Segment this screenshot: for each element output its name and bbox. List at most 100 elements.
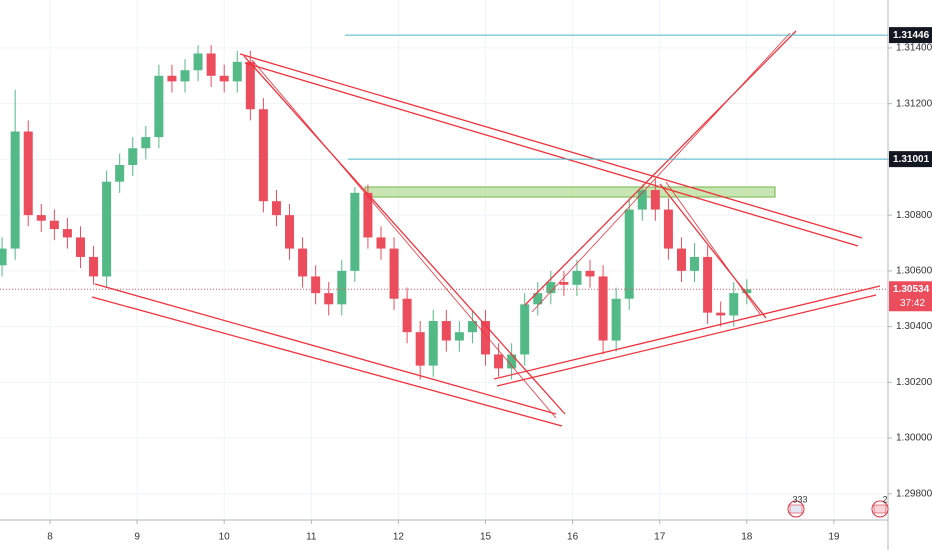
trendline: [496, 294, 877, 387]
x-tick-label: 11: [306, 532, 317, 543]
y-tick-label: 1.30200: [896, 377, 932, 388]
candle-body: [350, 192, 360, 271]
x-tick-label: 9: [134, 532, 140, 543]
candle-body: [115, 164, 125, 182]
trendline: [665, 181, 761, 315]
x-tick-label: 12: [393, 532, 405, 543]
y-tick-label: 1.31400: [896, 43, 932, 54]
level-label: 1.31446: [893, 30, 930, 41]
candle-body: [36, 215, 46, 221]
candle-body: [128, 148, 138, 165]
trendline: [659, 183, 767, 319]
candle-body: [167, 75, 177, 82]
candle-body: [402, 298, 412, 333]
candle-body: [0, 248, 7, 266]
candle-body: [193, 53, 203, 71]
x-tick-label: 16: [567, 532, 579, 543]
x-tick-label: 19: [828, 532, 840, 543]
x-tick-label: 18: [741, 532, 753, 543]
y-tick-label: 1.30400: [896, 321, 932, 332]
candle-body: [180, 70, 190, 82]
candle-body: [311, 276, 321, 294]
candle-body: [89, 256, 99, 277]
zone-box: [364, 186, 776, 198]
x-tick-label: 15: [480, 532, 492, 543]
overlay: [0, 34, 888, 290]
candle-body: [428, 321, 438, 366]
x-tick-label: 17: [654, 532, 666, 543]
countdown: 37:42: [900, 298, 925, 309]
trendline: [531, 32, 791, 313]
event-flag: [789, 504, 803, 514]
candle-body: [389, 248, 399, 299]
trendline: [493, 285, 881, 380]
x-tick-label: 10: [219, 532, 231, 543]
y-tick-label: 1.30600: [896, 266, 932, 277]
candle-body: [729, 293, 739, 316]
candle-body: [363, 192, 373, 238]
candle-body: [415, 332, 425, 366]
candle-body: [703, 256, 713, 313]
y-tick-label: 1.30000: [896, 433, 932, 444]
candle-body: [75, 237, 85, 257]
candle-body: [298, 248, 308, 277]
y-tick-label: 1.30800: [896, 210, 932, 221]
event-count: 333: [792, 494, 807, 504]
y-tick-label: 1.31200: [896, 98, 932, 109]
candle-body: [611, 298, 621, 341]
trendline: [94, 283, 557, 415]
candle-body: [285, 215, 295, 249]
event-count: 2: [882, 494, 887, 504]
candle-body: [23, 131, 33, 216]
candle-body: [454, 332, 464, 341]
last-price-badge: [889, 281, 932, 312]
candle-body: [481, 321, 491, 355]
candle-body: [598, 276, 608, 341]
trendline: [244, 62, 859, 247]
last-price-label: 1.30534: [893, 284, 930, 295]
candle-body: [271, 201, 281, 216]
level-badge: [889, 27, 932, 44]
trendlines: [91, 30, 881, 427]
candle-body: [572, 270, 582, 285]
candle-body: [585, 270, 595, 277]
candle-body: [716, 312, 726, 316]
candle-body: [141, 137, 151, 149]
candle-body: [467, 321, 477, 333]
candle-body: [533, 293, 543, 305]
event-flag: [873, 504, 887, 514]
candle-body: [219, 75, 229, 82]
candle-body: [507, 354, 517, 369]
candle-body: [559, 282, 569, 285]
event-icons: 333 2: [787, 494, 889, 518]
candle-body: [546, 282, 556, 294]
candle-body: [10, 131, 20, 249]
candle-body: [62, 229, 72, 238]
candle-body: [232, 61, 242, 82]
candle-body: [676, 248, 686, 271]
candle-body: [206, 53, 216, 76]
candle-body: [245, 61, 255, 110]
candle-body: [154, 75, 164, 138]
trendline: [239, 53, 863, 239]
trendline: [524, 30, 797, 306]
level-badge: [889, 151, 932, 168]
y-tick-label: 1.29800: [896, 488, 932, 499]
trendline: [251, 59, 557, 419]
level-label: 1.31001: [893, 154, 930, 165]
candle-body: [324, 293, 334, 305]
candle-body: [441, 321, 451, 341]
candle-body: [258, 109, 268, 202]
candle-body: [520, 304, 530, 355]
trendline: [243, 55, 566, 415]
candle-body: [650, 190, 660, 210]
candle-body: [102, 181, 112, 277]
candle-body: [49, 220, 59, 230]
candle-body: [742, 289, 752, 294]
candle-body: [337, 270, 347, 305]
candle-body: [494, 354, 504, 369]
candle-body: [690, 256, 700, 271]
x-tick-label: 8: [47, 532, 53, 543]
